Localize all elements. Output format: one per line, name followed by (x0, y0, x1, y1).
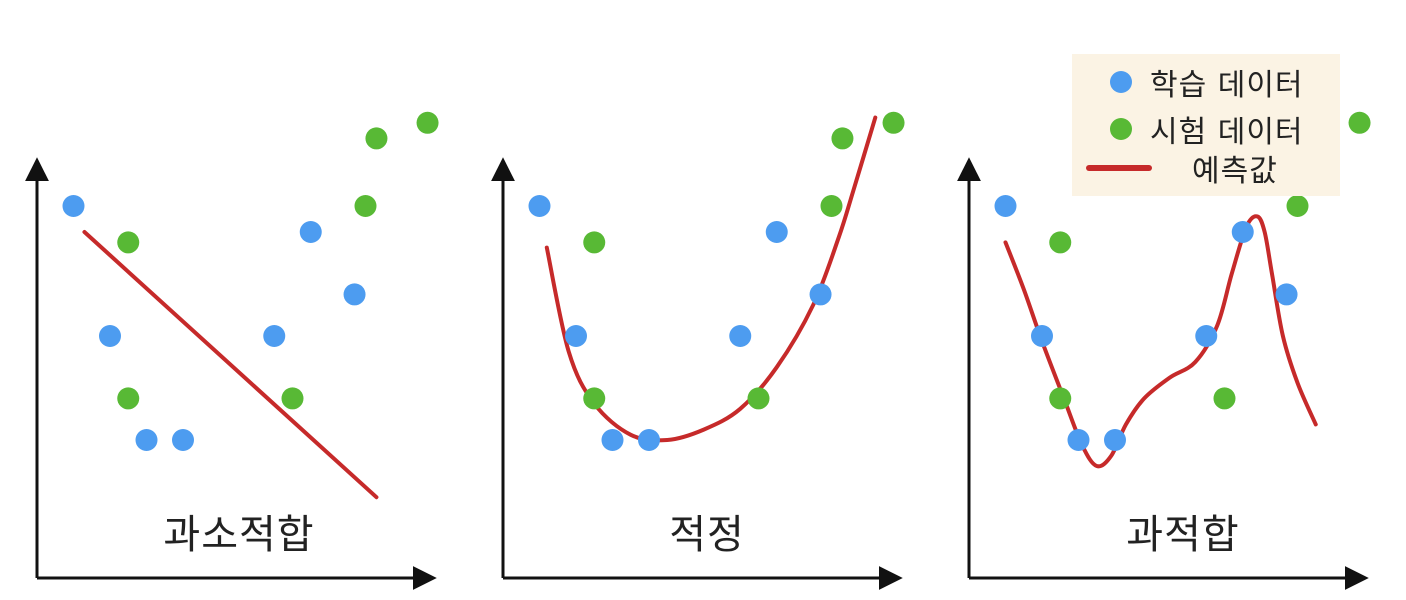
train-point (638, 429, 660, 451)
train-point (1031, 325, 1053, 347)
train-point (1104, 429, 1126, 451)
train-point (1275, 283, 1298, 306)
panel-title-underfitting: 과소적합 (163, 512, 315, 558)
legend-label-train: 학습 데이터 (1150, 68, 1304, 103)
legend: 학습 데이터 시험 데이터 예측값 (1072, 54, 1340, 196)
train-point (528, 195, 551, 217)
prediction-line-icon (1086, 165, 1152, 171)
train-dot-icon (1110, 71, 1132, 93)
train-point (1231, 221, 1254, 243)
legend-label-prediction: 예측값 (1192, 154, 1278, 189)
test-point (1286, 195, 1309, 217)
train-point (343, 283, 366, 306)
panel-good-fit (491, 111, 905, 590)
train-point (994, 195, 1017, 217)
test-point (1213, 387, 1236, 410)
test-point (820, 195, 843, 217)
test-point (583, 387, 606, 410)
train-point (135, 429, 158, 451)
panel-overfitting (957, 111, 1371, 590)
test-point (117, 387, 140, 410)
train-point (1067, 429, 1090, 451)
test-dot-icon (1110, 118, 1132, 140)
test-point (831, 127, 854, 150)
train-point (99, 325, 121, 347)
train-point (809, 283, 832, 306)
train-point (62, 195, 85, 217)
test-point (281, 387, 304, 410)
panel-title-good-fit: 적정 (669, 512, 745, 558)
panel-title-overfitting: 과적합 (1126, 512, 1240, 558)
legend-label-test: 시험 데이터 (1150, 115, 1304, 150)
legend-item-prediction: 예측값 (1072, 148, 1278, 189)
train-point (729, 325, 752, 347)
test-point (882, 111, 905, 134)
panel-underfitting (25, 111, 439, 590)
test-point (354, 195, 377, 217)
prediction-curve (1003, 214, 1318, 469)
train-point (765, 221, 788, 243)
test-point (747, 387, 770, 410)
train-point (263, 325, 286, 347)
legend-item-test: 시험 데이터 (1072, 109, 1304, 150)
train-point (601, 429, 624, 451)
train-point (172, 429, 194, 451)
prediction-curve (82, 230, 379, 500)
train-point (1195, 325, 1218, 347)
test-point (1049, 387, 1072, 410)
legend-item-train: 학습 데이터 (1072, 62, 1304, 103)
test-point (365, 127, 388, 150)
train-point (565, 325, 587, 347)
test-point (1049, 231, 1072, 254)
prediction-curve (544, 115, 878, 443)
test-point (416, 111, 439, 134)
train-point (299, 221, 322, 243)
test-point (583, 231, 606, 254)
test-point (117, 231, 140, 254)
test-point (1348, 111, 1371, 134)
